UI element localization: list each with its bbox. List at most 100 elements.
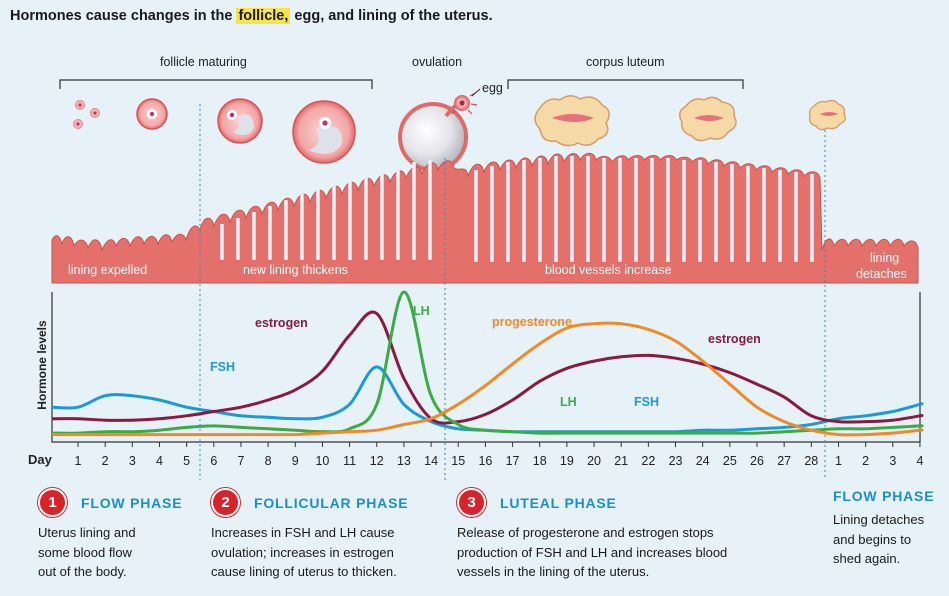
phase-luteal: 3 LUTEAL PHASE Release of progesterone a… bbox=[457, 488, 727, 582]
legend-lh-1: LH bbox=[413, 304, 430, 318]
follicle-stage-2-icon bbox=[217, 98, 263, 144]
x-tick-label: 19 bbox=[560, 454, 574, 468]
phase-luteal-head: 3 LUTEAL PHASE bbox=[457, 488, 727, 517]
lining-detaches-label-1: lining bbox=[870, 251, 900, 265]
x-tick-label: 24 bbox=[696, 454, 710, 468]
series-line-fsh bbox=[51, 365, 924, 434]
follicle-stage-3-icon bbox=[292, 100, 356, 164]
series-line-estrogen bbox=[51, 310, 924, 425]
ovulation-label: ovulation bbox=[412, 55, 463, 69]
phase-follicular-head: 2 FOLLICULAR PHASE bbox=[211, 488, 408, 517]
phase-flow-2-head: FLOW PHASE bbox=[833, 488, 934, 504]
series-line-lh bbox=[51, 290, 924, 435]
x-tick-label: 11 bbox=[343, 454, 356, 468]
x-tick-label: 27 bbox=[777, 454, 791, 468]
x-axis-label: Day bbox=[28, 452, 52, 467]
corpus-luteum-label: corpus luteum bbox=[586, 55, 665, 69]
phase-description: Release of progesterone and estrogen sto… bbox=[457, 523, 727, 582]
legend-estrogen-1: estrogen bbox=[255, 316, 308, 330]
x-tick-label: 8 bbox=[265, 454, 272, 468]
phase-description: Increases in FSH and LH cause ovulation;… bbox=[211, 523, 408, 582]
x-tick-label: 18 bbox=[533, 454, 547, 468]
x-axis-tick-labels: 1 2 3 4 5 6 7 8 9 10 11 12 13 14 15 16 17 18 19 20 21 22 23 24 2… bbox=[75, 454, 924, 468]
phase-desc-line: production of FSH and LH and increases b… bbox=[457, 544, 728, 560]
phase-desc-line: Increases in FSH and LH cause bbox=[211, 525, 395, 540]
phase-title: FOLLICULAR PHASE bbox=[254, 494, 409, 511]
lining-crevices bbox=[220, 156, 814, 262]
phase-description: Uterus lining and some blood flow out of… bbox=[38, 523, 182, 582]
legend-lh-2: LH bbox=[560, 395, 577, 409]
x-tick-label: 4 bbox=[156, 454, 163, 468]
x-tick-label: 10 bbox=[315, 454, 329, 468]
x-tick-label: 3 bbox=[889, 454, 896, 468]
x-tick-label: 17 bbox=[506, 454, 520, 468]
phase-flow-1: 1 FLOW PHASE Uterus lining and some bloo… bbox=[38, 488, 182, 582]
chart-frame bbox=[51, 292, 921, 443]
x-tick-label: 1 bbox=[835, 454, 842, 468]
phase-title: LUTEAL PHASE bbox=[500, 494, 617, 511]
phase-desc-line: cause lining of uterus to thicken. bbox=[211, 564, 397, 579]
ovulation-follicle-icon bbox=[398, 100, 468, 172]
phase-number-badge: 1 bbox=[38, 488, 67, 517]
legend-fsh-1: FSH bbox=[210, 360, 235, 374]
phase-number-badge: 3 bbox=[457, 488, 486, 517]
phase-title: FLOW PHASE bbox=[833, 488, 935, 504]
phase-desc-line: Uterus lining and bbox=[38, 525, 136, 540]
title-suffix: egg, and lining of the uterus. bbox=[290, 8, 493, 24]
x-tick-label: 25 bbox=[723, 454, 737, 468]
x-tick-label: 28 bbox=[804, 454, 818, 468]
phase-desc-line: Lining detaches bbox=[833, 512, 925, 527]
x-tick-label: 1 bbox=[75, 454, 82, 468]
x-tick-label: 23 bbox=[669, 454, 683, 468]
phase-description: Lining detaches and begins to shed again… bbox=[833, 510, 934, 569]
x-tick-label: 2 bbox=[102, 454, 109, 468]
phase-title: FLOW PHASE bbox=[81, 494, 183, 511]
x-tick-label: 13 bbox=[397, 454, 411, 468]
phase-flow-1-head: 1 FLOW PHASE bbox=[38, 488, 182, 517]
y-axis-label: Hormone levels bbox=[35, 320, 49, 410]
hormone-series bbox=[51, 290, 924, 437]
blood-vessels-label: blood vessels increase bbox=[545, 263, 672, 277]
x-tick-label: 12 bbox=[370, 454, 384, 468]
bracket-corpus-luteum bbox=[507, 79, 744, 89]
lining-thickens-label: new lining thickens bbox=[243, 263, 348, 277]
egg-icon bbox=[451, 88, 481, 115]
x-tick-label: 26 bbox=[750, 454, 764, 468]
x-tick-label: 7 bbox=[237, 454, 244, 468]
legend-fsh-2: FSH bbox=[634, 395, 659, 409]
x-tick-label: 20 bbox=[587, 454, 601, 468]
x-tick-label: 14 bbox=[424, 454, 438, 468]
phase-desc-line: vessels in the lining of the uterus. bbox=[457, 564, 650, 579]
phase-follicular: 2 FOLLICULAR PHASE Increases in FSH and … bbox=[211, 488, 408, 582]
phase-desc-line: and begins to bbox=[833, 531, 912, 547]
legend-progesterone: progesterone bbox=[492, 315, 572, 329]
follicle-stage-1-icon bbox=[136, 98, 168, 130]
corpus-luteum-small-icon bbox=[808, 99, 846, 131]
title-highlight: follicle, bbox=[236, 8, 291, 24]
small-follicles-icon bbox=[73, 100, 100, 129]
corpus-luteum-medium-icon bbox=[679, 96, 737, 142]
phase-desc-line: Release of progesterone and estrogen sto… bbox=[457, 525, 714, 540]
lining-expelled-label: lining expelled bbox=[68, 263, 148, 277]
x-tick-label: 2 bbox=[862, 454, 869, 468]
x-tick-label: 21 bbox=[614, 454, 628, 468]
follicle-maturing-label: follicle maturing bbox=[160, 55, 247, 69]
series-line-progesterone bbox=[51, 321, 924, 437]
x-tick-label: 16 bbox=[478, 454, 492, 468]
x-tick-label: 22 bbox=[641, 454, 655, 468]
x-tick-label: 6 bbox=[210, 454, 217, 468]
corpus-luteum-large-icon bbox=[534, 95, 610, 147]
phase-number-badge: 2 bbox=[211, 488, 240, 517]
phase-desc-line: some blood flow bbox=[38, 544, 132, 560]
x-tick-label: 3 bbox=[129, 454, 136, 468]
x-axis-ticks bbox=[77, 442, 921, 447]
title-prefix: Hormones cause changes in the bbox=[10, 8, 237, 24]
page-title: Hormones cause changes in the follicle, … bbox=[10, 8, 493, 24]
x-tick-label: 4 bbox=[916, 454, 923, 468]
phase-desc-line: ovulation; increases in estrogen bbox=[211, 544, 394, 560]
lining-detaches-label-2: detaches bbox=[856, 267, 907, 281]
x-tick-label: 9 bbox=[292, 454, 299, 468]
uterine-lining bbox=[51, 152, 919, 284]
